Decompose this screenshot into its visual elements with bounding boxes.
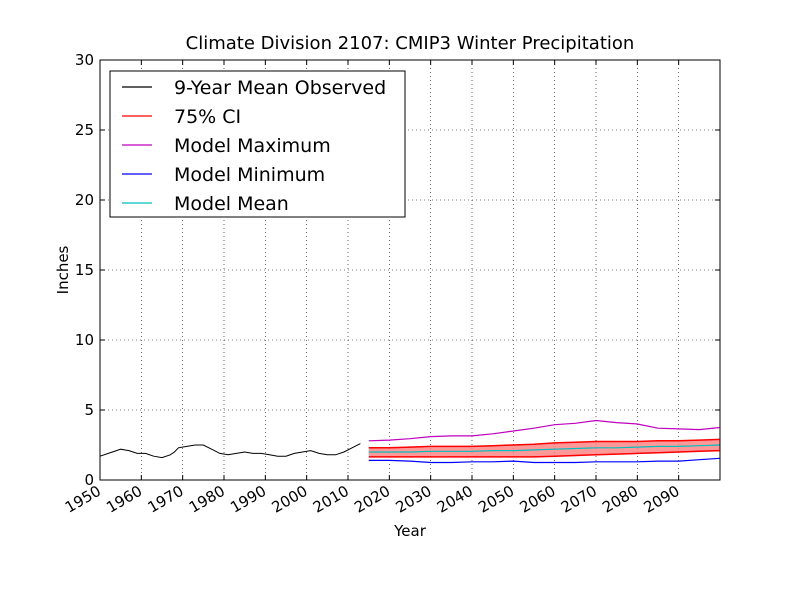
x-tick-label: 2010 xyxy=(310,482,352,517)
model-max-line xyxy=(368,419,721,442)
y-tick-label: 0 xyxy=(84,471,94,489)
y-tick-label: 15 xyxy=(75,261,94,279)
y-axis-label: Inches xyxy=(54,245,72,294)
y-tick-label: 25 xyxy=(75,121,94,139)
ci-lower-line xyxy=(368,449,721,458)
x-tick-label: 2040 xyxy=(434,482,476,517)
x-tick-label: 2070 xyxy=(558,482,600,517)
legend: 9-Year Mean Observed 75% CI Model Maximum M… xyxy=(109,70,406,218)
legend-box xyxy=(109,70,406,218)
x-tick-label: 1970 xyxy=(145,482,187,517)
legend-label: 75% CI xyxy=(174,106,241,128)
y-tick-label: 20 xyxy=(75,191,94,209)
series-layer xyxy=(99,419,721,464)
y-tick-label: 30 xyxy=(75,51,94,69)
x-tick-label: 1980 xyxy=(186,482,228,517)
legend-label: Model Maximum xyxy=(174,135,331,157)
observed-line xyxy=(99,443,361,459)
x-tick-label: 1950 xyxy=(62,482,104,517)
ci-band xyxy=(368,439,720,457)
model-min-line xyxy=(368,457,721,464)
x-axis-label: Year xyxy=(393,522,427,540)
x-tick-label: 1960 xyxy=(103,482,145,517)
legend-label: 9-Year Mean Observed xyxy=(174,77,386,99)
x-tick-label: 2090 xyxy=(641,482,683,517)
x-tick-label: 2050 xyxy=(475,482,517,517)
legend-label: Model Mean xyxy=(174,193,289,215)
x-tick-label: 2020 xyxy=(351,482,393,517)
legend-label: Model Minimum xyxy=(174,164,325,186)
chart-title: Climate Division 2107: CMIP3 Winter Prec… xyxy=(186,33,635,54)
x-tick-label: 2060 xyxy=(517,482,559,517)
y-tick-label: 10 xyxy=(75,331,94,349)
model-mean-line xyxy=(368,444,721,453)
ci-upper-line xyxy=(368,438,721,449)
x-tick-label: 2080 xyxy=(599,482,641,517)
grid xyxy=(100,60,720,480)
x-tick-label: 2000 xyxy=(269,482,311,517)
x-tick-label: 2030 xyxy=(393,482,435,517)
x-tick-label: 1990 xyxy=(227,482,269,517)
y-tick-label: 5 xyxy=(84,401,94,419)
